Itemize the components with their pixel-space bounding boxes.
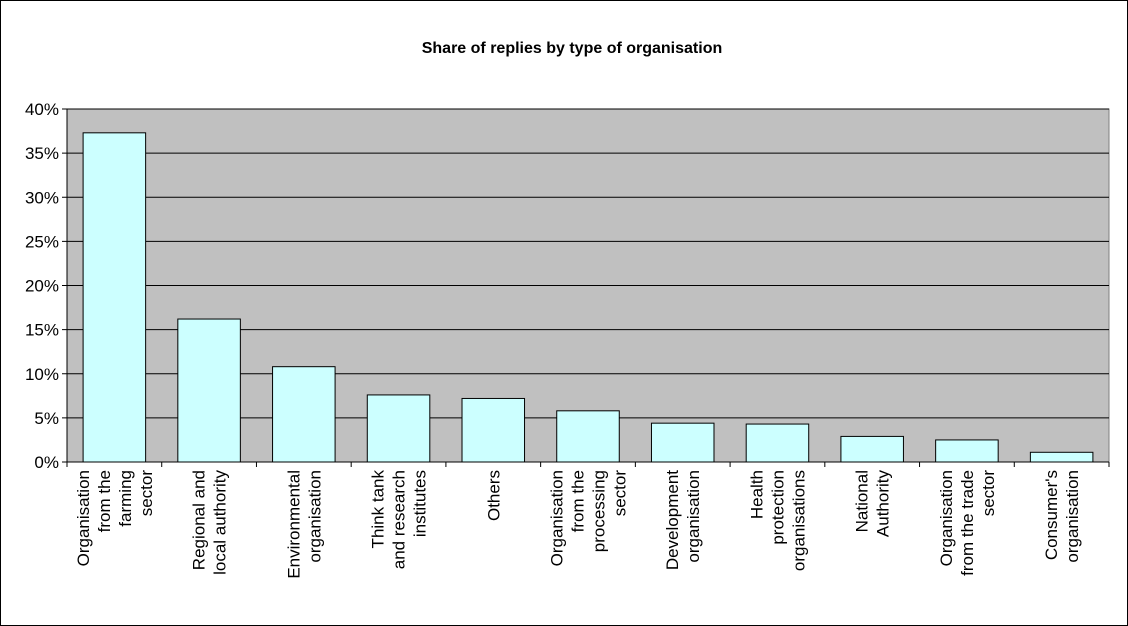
y-tick-label: 10% (25, 365, 59, 384)
category-label-line: sector (611, 470, 630, 517)
bar (177, 318, 241, 463)
bar (82, 132, 147, 463)
bar (272, 366, 336, 463)
category-label-line: and research (390, 470, 409, 569)
bar (556, 410, 620, 463)
category-label: Others (484, 470, 503, 521)
category-label-line: Environmental (284, 470, 303, 579)
plot-area: 0%5%10%15%20%25%30%35%40%Organisation fro… (25, 100, 1110, 579)
y-tick-label: 40% (25, 100, 59, 119)
category-label-line: Organisation (548, 470, 567, 566)
category-label-line: Others (484, 470, 503, 521)
category-label: National Authority (853, 470, 893, 538)
category-label-line: organisation (684, 470, 703, 563)
category-label-line: organisations (789, 470, 808, 571)
category-label-line: organisation (1063, 470, 1082, 563)
category-label: Environmental organisation (284, 470, 324, 579)
category-label-line: Authority (874, 470, 893, 538)
category-label: Organisation from the farming sector (74, 470, 156, 567)
category-label-line: protection (768, 470, 787, 545)
bar (366, 394, 431, 463)
category-label-line: processing (590, 470, 609, 552)
category-label-line: Regional and (190, 470, 209, 570)
bar (1029, 451, 1094, 463)
category-label-line: institutes (411, 470, 430, 537)
category-label: Consumer's organisation (1042, 470, 1082, 563)
category-label: Regional and local authority (190, 470, 230, 575)
bar (650, 422, 715, 463)
chart-title: Share of replies by type of organisation (422, 40, 723, 57)
y-tick-label: 30% (25, 188, 59, 207)
category-label-line: Organisation (74, 470, 93, 566)
category-label: Organisation from the processing sector (548, 470, 630, 567)
category-label: Development organisation (663, 470, 703, 570)
y-tick-label: 15% (25, 321, 59, 340)
bar (745, 423, 810, 463)
category-label-line: farming (116, 470, 135, 527)
category-label-line: from the trade (958, 470, 977, 576)
category-label-line: National (853, 470, 872, 532)
category-label: Health protection organisations (747, 470, 808, 571)
category-label-line: from the (569, 470, 588, 532)
category-label-line: local authority (211, 470, 230, 575)
category-label: Organisation from the trade sector (937, 470, 998, 576)
bar (840, 435, 904, 463)
y-tick-label: 20% (25, 277, 59, 296)
category-label: Think tank and research institutes (369, 470, 430, 570)
y-tick-label: 35% (25, 144, 59, 163)
y-tick-label: 5% (34, 409, 59, 428)
category-label-line: Development (663, 470, 682, 570)
bar (935, 439, 999, 463)
category-label-line: Organisation (937, 470, 956, 566)
y-tick-label: 0% (34, 453, 59, 472)
category-label-line: Think tank (369, 470, 388, 549)
category-label-line: Health (747, 470, 766, 519)
category-label-line: organisation (305, 470, 324, 563)
category-label-line: Consumer's (1042, 470, 1061, 560)
bar (461, 397, 526, 463)
category-label-line: sector (979, 470, 998, 517)
category-label-line: sector (137, 470, 156, 517)
category-label-line: from the (95, 470, 114, 532)
y-tick-label: 25% (25, 232, 59, 251)
